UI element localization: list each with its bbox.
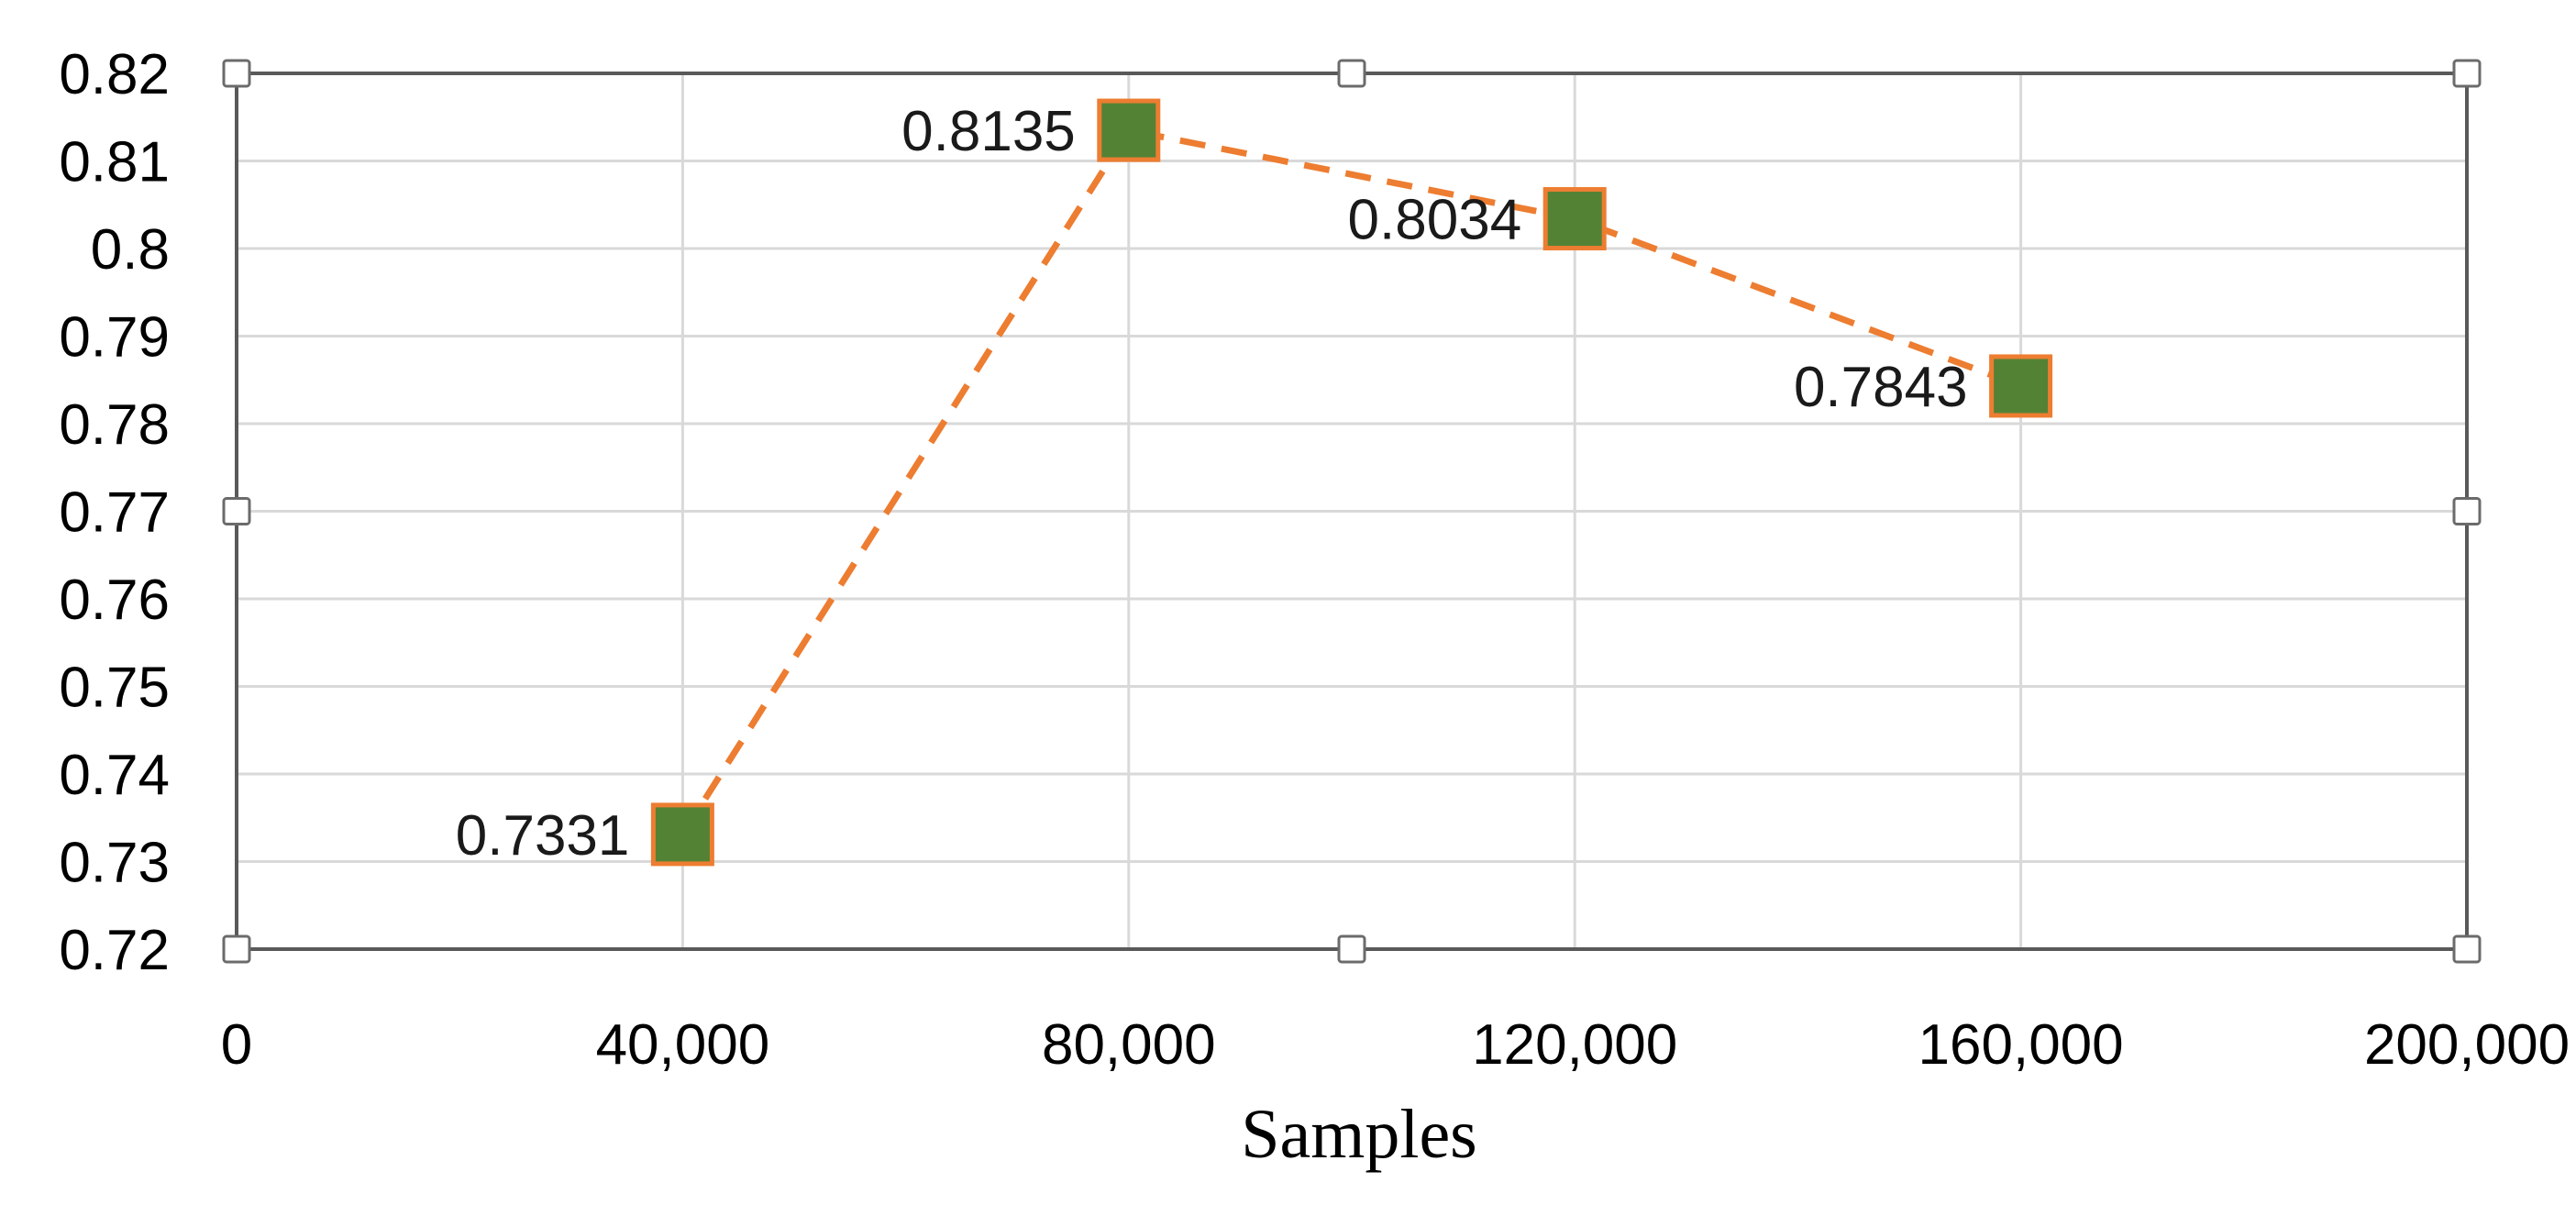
y-tick-label: 0.76 — [59, 569, 170, 632]
data-label: 0.8034 — [1348, 189, 1522, 252]
resize-handle — [1337, 59, 1366, 88]
x-tick-label: 200,000 — [2364, 1013, 2570, 1077]
y-tick-label: 0.8 — [91, 218, 170, 282]
y-tick-label: 0.77 — [59, 481, 170, 545]
data-point-marker — [1989, 354, 2053, 418]
y-tick-label: 0.79 — [59, 306, 170, 370]
resize-handle — [1337, 934, 1366, 964]
x-tick-label: 40,000 — [596, 1013, 770, 1077]
resize-handle — [222, 934, 251, 964]
resize-handle — [2452, 497, 2482, 525]
y-axis-ticks: 0.82 0.81 0.8 0.79 0.78 0.77 0.76 0.75 0.74 0.73 0… — [59, 43, 170, 982]
y-tick-label: 0.81 — [59, 131, 170, 194]
data-label: 0.8135 — [901, 100, 1076, 163]
data-labels: 0.7331 0.8135 0.8034 0.7843 — [456, 100, 1968, 868]
resize-handle — [2452, 934, 2482, 964]
x-axis-title: Samples — [1241, 1096, 1477, 1173]
x-tick-label: 120,000 — [1472, 1013, 1677, 1077]
x-axis-ticks: 0 40,000 80,000 120,000 160,000 200,000 — [221, 1013, 2570, 1077]
x-tick-label: 160,000 — [1918, 1013, 2124, 1077]
y-tick-label: 0.74 — [59, 744, 170, 807]
x-tick-label: 80,000 — [1042, 1013, 1216, 1077]
x-tick-label: 0 — [221, 1013, 252, 1077]
resize-handle — [222, 59, 251, 88]
y-tick-label: 0.75 — [59, 657, 170, 720]
y-tick-label: 0.78 — [59, 393, 170, 457]
data-point-marker — [650, 802, 714, 867]
y-tick-label: 0.72 — [59, 919, 170, 982]
markers — [650, 98, 2053, 867]
resize-handle — [2452, 59, 2482, 88]
data-label: 0.7843 — [1794, 356, 1968, 419]
data-point-marker — [1097, 98, 1161, 162]
y-tick-label: 0.82 — [59, 43, 170, 106]
series — [680, 127, 2022, 836]
data-label: 0.7331 — [456, 804, 630, 868]
selection-handles — [222, 59, 2482, 964]
data-point-marker — [1542, 187, 1607, 251]
series-line — [680, 127, 2022, 836]
y-tick-label: 0.73 — [59, 832, 170, 895]
resize-handle — [222, 497, 251, 525]
